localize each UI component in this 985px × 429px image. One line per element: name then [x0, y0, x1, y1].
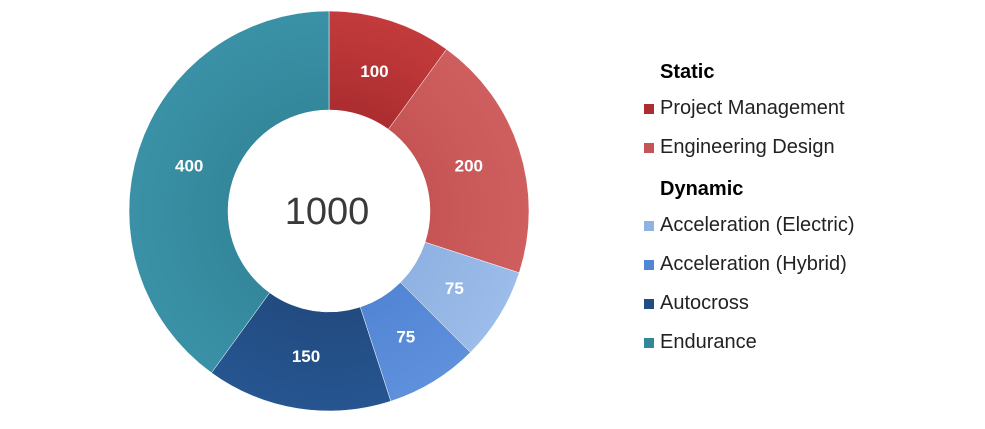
legend-label: Acceleration (Electric)	[660, 214, 855, 236]
legend-label: Autocross	[660, 292, 749, 314]
legend-swatch	[644, 104, 654, 114]
legend-item: Engineering Design	[644, 134, 974, 173]
legend-item: Endurance	[644, 329, 974, 368]
legend-item: Acceleration (Electric)	[644, 212, 974, 251]
center-total-label: 1000	[285, 191, 370, 233]
legend-swatch	[644, 299, 654, 309]
slice-labels: 100 200 75 75 150 400	[175, 62, 483, 366]
legend: Static Project Management Engineering Desi…	[644, 56, 974, 368]
legend-item: Autocross	[644, 290, 974, 329]
slice-value-label: 400	[175, 157, 203, 176]
legend-label: Project Management	[660, 97, 845, 119]
slice-value-label: 150	[292, 347, 320, 366]
legend-group-title: Static	[660, 61, 715, 83]
legend-item: Project Management	[644, 95, 974, 134]
legend-label: Engineering Design	[660, 136, 835, 158]
slice-value-label: 75	[396, 327, 415, 346]
legend-swatch	[644, 260, 654, 270]
slice-value-label: 100	[360, 62, 388, 81]
legend-label: Endurance	[660, 331, 757, 353]
slice-value-label: 200	[455, 157, 483, 176]
slice-endurance	[128, 10, 330, 374]
slices	[128, 10, 530, 412]
legend-swatch	[644, 143, 654, 153]
legend-label: Acceleration (Hybrid)	[660, 253, 847, 275]
legend-item: Acceleration (Hybrid)	[644, 251, 974, 290]
legend-group-title: Dynamic	[660, 178, 744, 200]
slice-value-label: 75	[445, 279, 464, 298]
legend-swatch	[644, 221, 654, 231]
slice-engineering-design	[388, 48, 530, 274]
legend-swatch	[644, 338, 654, 348]
